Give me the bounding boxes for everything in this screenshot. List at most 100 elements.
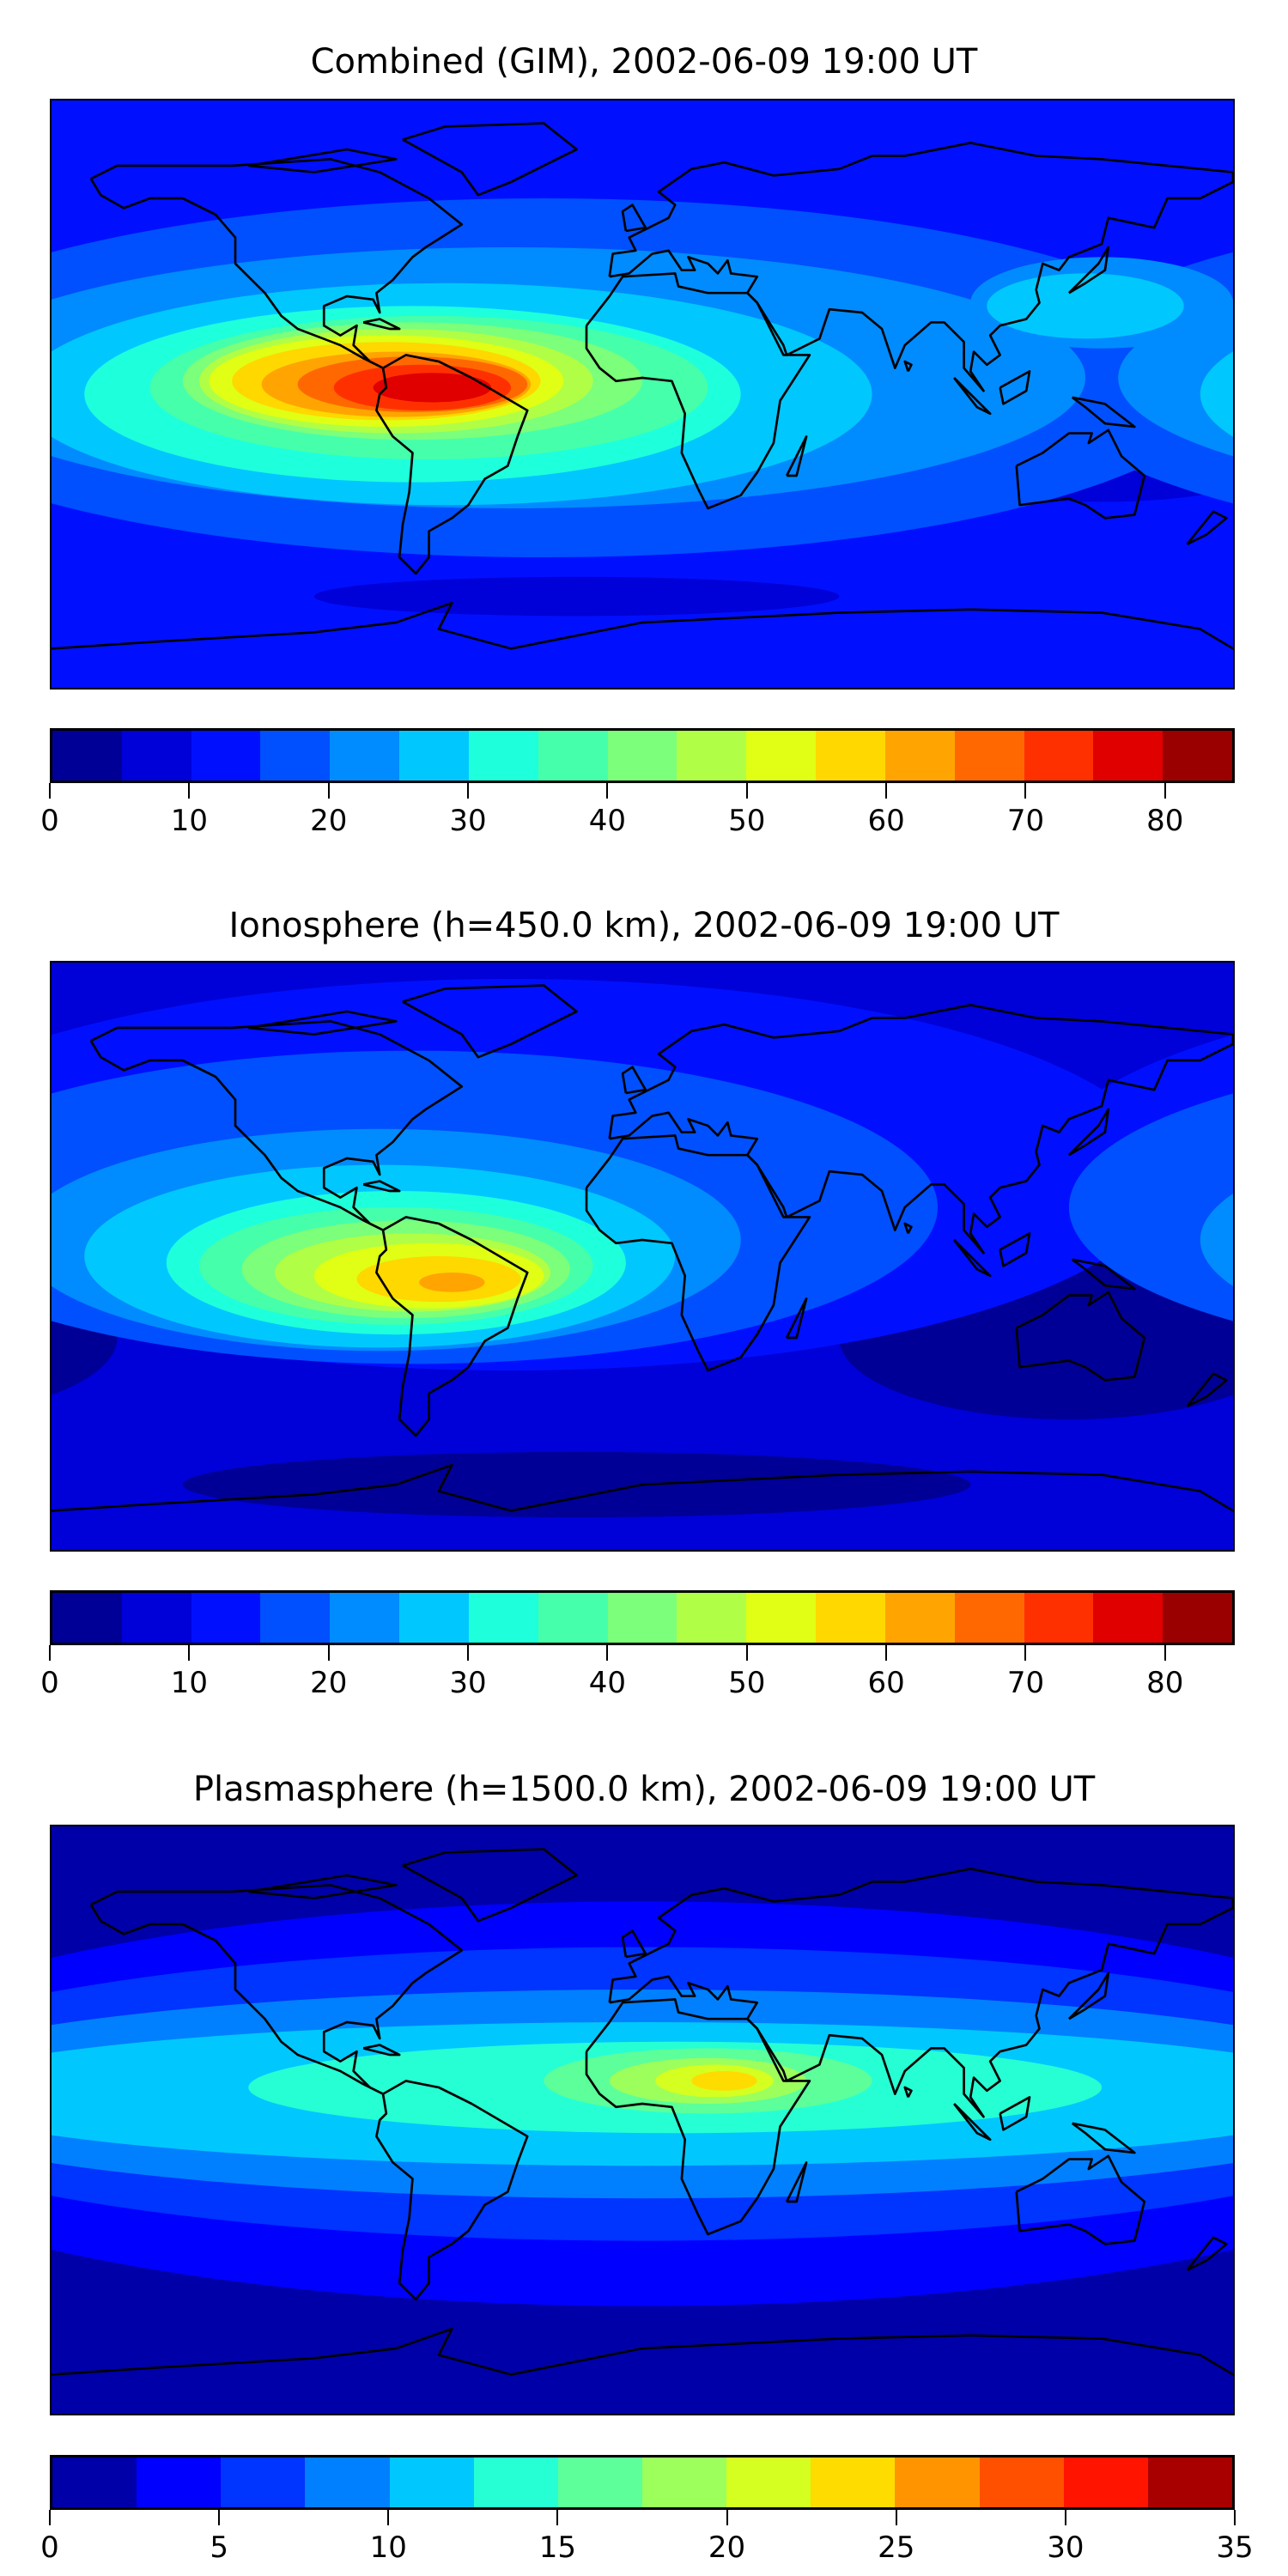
coastline [608, 1004, 1233, 1255]
colorbar-swatch [557, 2458, 642, 2507]
colorbar-tick-label: 70 [1006, 1666, 1045, 1700]
coastline [1015, 1291, 1146, 1382]
colorbar-tick-label: 40 [588, 1666, 627, 1700]
colorbar-swatch [954, 731, 1024, 781]
coastline [52, 2327, 1233, 2376]
colorbar-tick [327, 1645, 330, 1661]
colorbar-tick [1064, 2510, 1066, 2525]
colorbar-tick-label: 50 [728, 1666, 766, 1700]
colorbar-swatch [1093, 1593, 1163, 1643]
coastline [999, 2096, 1031, 2131]
colorbar-tick-label: 50 [728, 804, 766, 838]
colorbar-swatch [305, 2458, 390, 2507]
coastline [1071, 396, 1136, 428]
colorbar-tick [387, 2510, 390, 2525]
colorbar-swatch [389, 2458, 474, 2507]
coastline [362, 2044, 401, 2057]
colorbar-swatch [884, 731, 955, 781]
colorbar-tick [49, 1645, 51, 1661]
coastline [621, 1929, 647, 1959]
coastline [621, 204, 647, 233]
coastline [608, 1868, 1233, 2118]
chart-title: Plasmasphere (h=1500.0 km), 2002-06-09 1… [192, 1770, 1096, 1809]
coastline [89, 1884, 464, 2095]
coastline [999, 370, 1031, 405]
colorbar-tick [885, 1645, 888, 1661]
coastline [52, 601, 1233, 650]
colorbar-swatch [954, 1593, 1024, 1643]
colorbar-swatch [399, 731, 469, 781]
colorbar-swatch [816, 1593, 885, 1643]
colorbar-swatch [538, 731, 608, 781]
colorbar-swatch [52, 2458, 137, 2507]
coastline [1015, 2154, 1146, 2245]
colorbar-plasmasphere [50, 2455, 1235, 2510]
coastline [402, 984, 578, 1059]
coastline [1067, 246, 1110, 295]
coastline [953, 1239, 992, 1278]
colorbar-tick [327, 783, 330, 799]
coastline [1071, 1258, 1136, 1291]
colorbar-swatch [726, 2458, 811, 2507]
colorbar-tick [606, 783, 609, 799]
colorbar-swatch [895, 2458, 980, 2507]
contour-level-9 [691, 2071, 757, 2091]
contour-level-1 [313, 576, 840, 617]
colorbar-swatch [121, 1593, 191, 1643]
coastline [248, 1874, 398, 1899]
coastline [1067, 1108, 1110, 1157]
colorbar-tick-label: 25 [878, 2530, 915, 2565]
tec-map-plasmasphere [50, 1825, 1235, 2415]
colorbar-tick [188, 1645, 191, 1661]
coastline [621, 1066, 647, 1095]
colorbar-tick-label: 35 [1216, 2530, 1254, 2565]
colorbar-tick-label: 20 [310, 1666, 348, 1700]
colorbar-swatch [746, 1593, 817, 1643]
colorbar-tick [1024, 783, 1027, 799]
colorbar-tick [745, 783, 748, 799]
coastline [375, 1216, 529, 1437]
colorbar-tick [467, 783, 470, 799]
coastline [785, 435, 808, 477]
colorbar-swatch [677, 1593, 747, 1643]
contour-level-4 [1200, 1194, 1233, 1286]
coastline [608, 142, 1233, 392]
colorbar-tick [885, 783, 888, 799]
colorbar-tick-label: 40 [588, 804, 627, 838]
coastline [402, 122, 578, 197]
colorbar-swatch [260, 1593, 331, 1643]
colorbar-tick [745, 1645, 748, 1661]
colorbar-tick-label: 0 [40, 804, 59, 838]
colorbar-swatch [399, 1593, 469, 1643]
chart-title: Ionosphere (h=450.0 km), 2002-06-09 19:0… [228, 906, 1060, 945]
colorbar-swatch [52, 1593, 122, 1643]
colorbar-swatch [884, 1593, 955, 1643]
colorbar-tick [1163, 783, 1166, 799]
tec-map-combined [50, 99, 1235, 690]
colorbar-swatch [811, 2458, 896, 2507]
contour-level-15 [373, 373, 492, 403]
chart-title: Combined (GIM), 2002-06-09 19:00 UT [310, 42, 978, 82]
colorbar-swatch [677, 731, 747, 781]
colorbar-swatch [1024, 731, 1094, 781]
contour-level-4 [1102, 2052, 1233, 2136]
colorbar-swatch [473, 2458, 558, 2507]
colorbar-swatch [121, 731, 191, 781]
coastline [1186, 1372, 1228, 1407]
coastline [1071, 2122, 1136, 2154]
colorbar-tick [895, 2510, 897, 2525]
coastline [1186, 2236, 1228, 2271]
coastline [362, 1180, 401, 1193]
coastline [375, 2080, 529, 2301]
coastline [52, 1463, 1233, 1512]
colorbar-swatch [330, 731, 400, 781]
coastline [785, 2161, 808, 2203]
colorbar-tick [467, 1645, 470, 1661]
colorbar-tick [556, 2510, 559, 2525]
colorbar-tick-label: 20 [708, 2530, 746, 2565]
coastline [999, 1232, 1031, 1267]
colorbar-swatch [746, 731, 817, 781]
colorbar-tick-label: 30 [1047, 2530, 1084, 2565]
coastline [585, 1134, 811, 1372]
coastline [953, 2103, 992, 2142]
